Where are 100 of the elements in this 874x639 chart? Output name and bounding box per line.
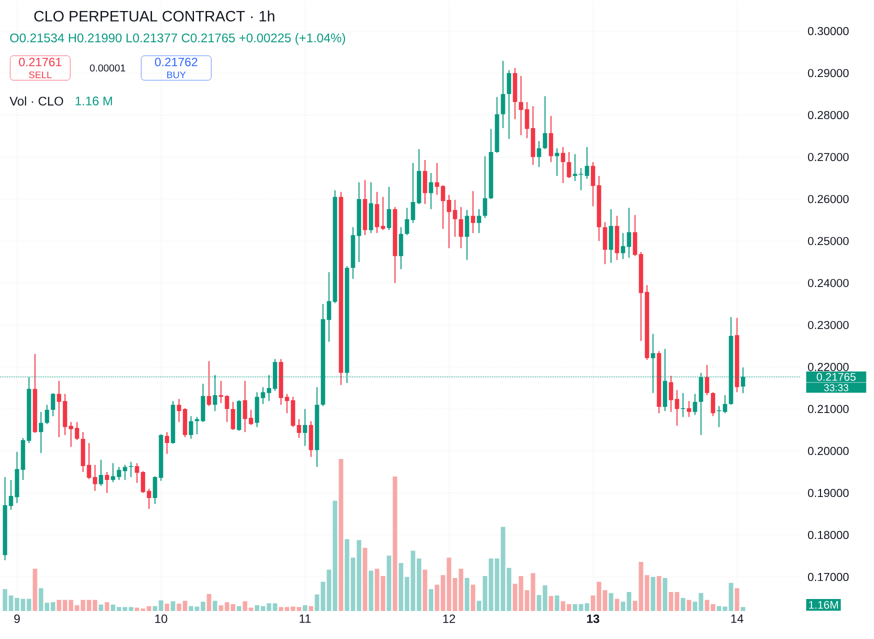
candlestick (92, 464, 98, 492)
annotation: 0.00001 (90, 64, 126, 72)
bar (32, 568, 38, 611)
candlestick (38, 411, 44, 454)
y-tick-label: 0.20000 (808, 446, 849, 456)
candlestick (608, 208, 614, 264)
candlestick (632, 214, 638, 257)
candlestick (260, 386, 266, 404)
bar (182, 600, 188, 611)
bar (650, 576, 656, 611)
bar (470, 584, 476, 611)
candlestick (446, 194, 452, 249)
y-tick-label: 0.17000 (808, 572, 849, 582)
candlestick (596, 175, 602, 242)
candlestick (224, 394, 230, 423)
annotation: 0.21762 (154, 58, 198, 66)
y-tick-label: 0.24000 (808, 278, 849, 288)
candlestick (338, 191, 344, 386)
candlestick (158, 434, 164, 482)
candlestick (332, 190, 338, 304)
candlestick (494, 96, 500, 154)
candlestick (548, 115, 554, 163)
bar (176, 604, 182, 611)
candlestick (152, 476, 158, 504)
candlestick (464, 209, 470, 260)
candlestick (506, 70, 512, 140)
candlestick (326, 272, 332, 342)
candlestick (140, 470, 146, 494)
candlestick (404, 207, 410, 236)
bar (134, 608, 140, 611)
candlestick (710, 392, 716, 417)
bar (92, 600, 98, 611)
candlestick (182, 408, 188, 438)
candlestick (734, 317, 740, 393)
candlestick (620, 232, 626, 260)
bar (680, 598, 686, 611)
candlestick (416, 148, 422, 205)
bar (362, 548, 368, 611)
y-tick-label: 0.19000 (808, 488, 849, 498)
candlestick (674, 390, 680, 426)
bar (464, 578, 470, 611)
candlestick (302, 408, 308, 446)
candlestick (14, 451, 20, 504)
bar (302, 605, 308, 611)
y-tick-label: 0.22000 (808, 362, 849, 372)
bar (734, 588, 740, 611)
candlestick (104, 471, 110, 494)
candlestick (146, 488, 152, 510)
candlestick (584, 146, 590, 180)
candlestick (536, 140, 542, 168)
candlestick (86, 442, 92, 480)
annotation: Vol · CLO (10, 96, 64, 106)
bar (248, 608, 254, 611)
bar (146, 606, 152, 611)
text: 33:33 (824, 384, 848, 392)
candlestick (314, 386, 320, 468)
candlestick (470, 190, 476, 234)
y-tick-label: 0.25000 (808, 236, 849, 246)
text: CLO PERPETUAL CONTRACT · 1h (34, 10, 274, 22)
candlestick (680, 392, 686, 418)
candlestick (56, 380, 62, 438)
candlestick (428, 172, 434, 210)
bar (308, 606, 314, 611)
bar (236, 606, 242, 611)
x-tick-label: 11 (300, 614, 311, 623)
bar (266, 603, 272, 611)
bar (104, 602, 110, 611)
candlestick (380, 196, 386, 231)
bar (188, 606, 194, 611)
bar (164, 604, 170, 611)
y-tick-label: 0.26000 (808, 194, 849, 204)
candlestick (296, 418, 302, 438)
candlestick (602, 222, 608, 265)
candlestick (512, 68, 518, 120)
y-tick-label: 0.18000 (808, 530, 849, 540)
bar (608, 593, 614, 611)
bar (662, 578, 668, 611)
candlestick (440, 184, 446, 230)
candlestick (692, 393, 698, 416)
bar (428, 589, 434, 611)
candlestick (668, 375, 674, 412)
candlestick (566, 152, 572, 179)
bar (548, 596, 554, 611)
candlestick (290, 396, 296, 428)
candlestick (482, 156, 488, 218)
candlestick (458, 206, 464, 249)
candlestick (356, 182, 362, 263)
ref-line-label: 0.21765 (816, 372, 856, 381)
candlestick (530, 106, 536, 166)
y-tick-label: 0.29000 (808, 68, 849, 78)
candlestick (188, 416, 194, 440)
candlestick (116, 466, 122, 480)
candlestick (686, 400, 692, 418)
candlestick (542, 96, 548, 150)
candlestick (590, 162, 596, 207)
candlestick (80, 432, 86, 472)
candlestick (476, 208, 482, 234)
candlestick (614, 215, 620, 260)
text: 1.16M (809, 600, 838, 609)
candlestick (434, 162, 440, 196)
